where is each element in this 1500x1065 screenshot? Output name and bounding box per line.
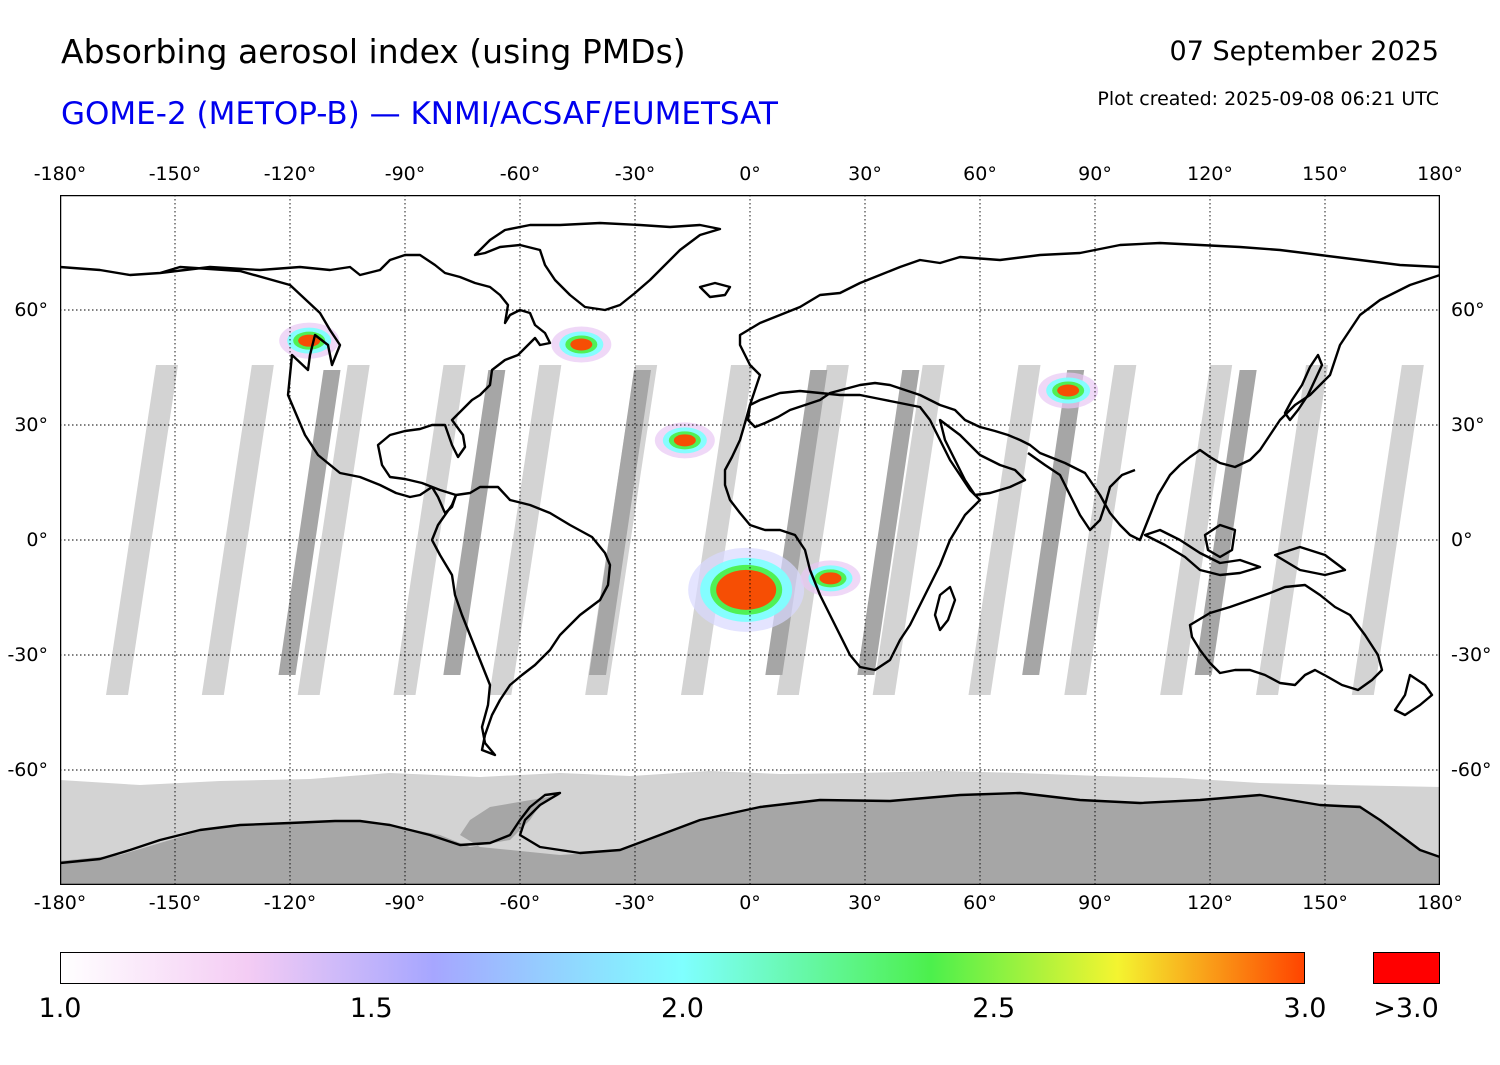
coast-new-guinea (1273, 545, 1347, 577)
lon-tick-label: -90° (384, 163, 426, 185)
map-title: Absorbing aerosol index (using PMDs) (61, 32, 686, 71)
lon-tick-label: -150° (148, 892, 202, 914)
coast-arabia (938, 418, 1027, 497)
swath-overlap (1022, 370, 1085, 675)
swath-gap (393, 365, 466, 695)
aerosol-plume (716, 569, 777, 610)
swath-gap-layer (106, 365, 1424, 695)
colorbar-tick-label: 2.0 (661, 993, 704, 1024)
coast-north-america (60, 253, 552, 515)
aerosol-map (60, 195, 1440, 885)
lon-tick-label: -30° (614, 892, 656, 914)
lon-tick-label: -180° (33, 163, 87, 185)
colorbar-over-range-swatch (1373, 952, 1440, 984)
lon-tick-label: -60° (499, 892, 541, 914)
lon-tick-label: -90° (384, 892, 426, 914)
swath-gap (106, 365, 178, 695)
coast-india (1027, 452, 1136, 532)
lon-tick-label: 60° (963, 163, 997, 185)
swath-overlap (1194, 370, 1257, 675)
plot-created-timestamp: Plot created: 2025-09-08 06:21 UTC (1097, 88, 1439, 110)
lon-tick-label: -60° (499, 163, 541, 185)
lat-tick-label: -60° (1451, 759, 1492, 781)
coast-australia (1188, 583, 1384, 692)
swath-gap (297, 365, 370, 695)
aerosol-plume (673, 434, 696, 447)
colorbar-tick-label: 3.0 (1283, 993, 1327, 1024)
lat-tick-label: 0° (1451, 529, 1473, 551)
colorbar-tick-label: 1.5 (349, 993, 393, 1024)
map-subtitle: GOME-2 (METOP-B) — KNMI/ACSAF/EUMETSAT (61, 96, 778, 132)
swath-overlap (278, 370, 341, 675)
swath-overlap (589, 370, 651, 675)
lon-tick-label: -180° (33, 892, 87, 914)
coast-greenland (473, 221, 722, 312)
coast-africa (723, 389, 982, 672)
lon-tick-label: 30° (848, 163, 882, 185)
swath-overlap (443, 370, 506, 675)
observation-date: 07 September 2025 (1169, 36, 1439, 67)
lon-tick-label: 60° (963, 892, 997, 914)
lon-tick-label: 120° (1187, 892, 1233, 914)
lon-tick-label: -150° (148, 163, 202, 185)
swath-gap (201, 365, 274, 695)
aerosol-plume (570, 338, 593, 351)
swath-gap (1064, 365, 1137, 695)
swath-gap (489, 365, 562, 695)
coast-new-zealand (1393, 673, 1434, 717)
lon-tick-label: 90° (1078, 163, 1112, 185)
lon-tick-label: 0° (739, 163, 761, 185)
lon-tick-label: 150° (1302, 892, 1348, 914)
swath-gap (1351, 365, 1424, 695)
colorbar-tick-label: 1.0 (38, 993, 82, 1024)
colorbar (60, 952, 1305, 984)
lat-tick-label: 60° (1451, 299, 1485, 321)
coast-iceland (698, 281, 732, 299)
lon-tick-label: 30° (848, 892, 882, 914)
coast-madagascar (933, 585, 957, 632)
lat-tick-label: -30° (7, 644, 48, 666)
coast-antarctica (60, 791, 1440, 865)
swath-gap (1256, 365, 1328, 695)
aerosol-plume-layer (279, 322, 1099, 632)
lon-tick-label: 120° (1187, 163, 1233, 185)
coast-japan (1283, 353, 1324, 422)
lat-tick-label: 30° (1451, 414, 1485, 436)
lat-tick-label: 30° (14, 414, 48, 436)
lon-tick-label: -120° (263, 163, 317, 185)
lat-tick-label: 60° (14, 299, 48, 321)
lon-tick-label: 180° (1417, 892, 1463, 914)
coast-indonesia (1143, 528, 1262, 577)
aerosol-plume (1057, 384, 1080, 397)
lat-tick-label: -60° (7, 759, 48, 781)
aerosol-plume (819, 572, 842, 585)
lon-tick-label: 0° (739, 892, 761, 914)
lon-tick-label: -30° (614, 163, 656, 185)
coastlines (60, 221, 1440, 865)
lon-tick-label: 90° (1078, 892, 1112, 914)
coast-south-america (430, 485, 612, 757)
lat-tick-label: -30° (1451, 644, 1492, 666)
swath-gap (872, 365, 945, 695)
lat-tick-label: 0° (26, 529, 48, 551)
swath-overlap (857, 370, 920, 675)
swath-gap (1160, 365, 1233, 695)
colorbar-over-range-label: >3.0 (1373, 993, 1439, 1024)
swath-gap (968, 365, 1041, 695)
lon-tick-label: -120° (263, 892, 317, 914)
colorbar-tick-label: 2.5 (972, 993, 1016, 1024)
graticule (60, 195, 1440, 885)
lon-tick-label: 180° (1417, 163, 1463, 185)
lon-tick-label: 150° (1302, 163, 1348, 185)
coast-borneo (1203, 523, 1237, 559)
